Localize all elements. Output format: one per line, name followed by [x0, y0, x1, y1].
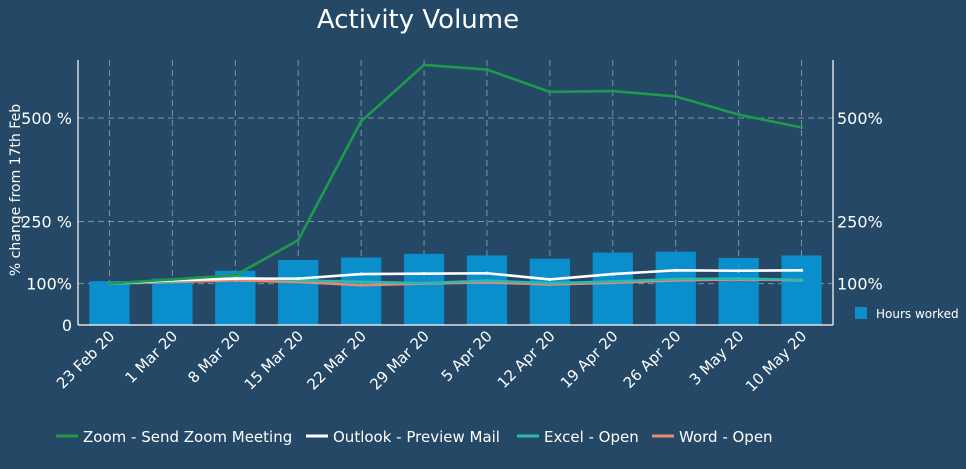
legend-swatch-hours-worked — [855, 307, 867, 319]
x-tick-label: 10 May 20 — [742, 327, 810, 395]
x-tick-label: 3 May 20 — [686, 327, 748, 389]
series-point — [359, 280, 363, 284]
bar — [718, 257, 759, 325]
series-point — [799, 268, 804, 272]
series-line — [109, 63, 802, 285]
legend-series-label: Excel - Open — [544, 428, 639, 446]
tick-labels: 0 100% 250 % 500 % 100% 250% 500% 23 Feb 20 1 Ma… — [21, 109, 883, 396]
legend-series-label: Zoom - Send Zoom Meeting — [83, 428, 292, 446]
series-line — [109, 269, 802, 285]
x-tick-label: 12 Apr 20 — [494, 327, 559, 392]
series-point — [422, 272, 426, 276]
y-axis-label: % change from 17th Feb — [8, 104, 24, 276]
x-tick-label: 1 Mar 20 — [121, 327, 181, 387]
bar — [278, 259, 319, 325]
series-point — [233, 277, 237, 281]
bar — [89, 281, 130, 325]
series-point — [485, 279, 489, 283]
series-point — [485, 271, 489, 275]
x-tick-label: 26 Apr 20 — [620, 327, 685, 392]
x-tick-label: 5 Apr 20 — [438, 327, 496, 385]
right-tick-label: 100% — [837, 275, 883, 294]
bar — [529, 258, 571, 325]
series-point — [548, 90, 552, 94]
legend: Hours worked Zoom - Send Zoom Meeting Outl… — [56, 307, 959, 446]
series-point — [170, 277, 174, 282]
series-point — [485, 67, 489, 72]
series-point — [799, 278, 804, 282]
x-tick-label: 23 Feb 20 — [53, 327, 118, 392]
bar — [152, 278, 193, 325]
bar — [781, 255, 822, 325]
legend-label-hours-worked: Hours worked — [876, 307, 959, 321]
legend-series-label: Word - Open — [679, 428, 773, 446]
x-tick-label: 22 Mar 20 — [303, 327, 369, 393]
series-point — [422, 281, 426, 285]
series-point — [674, 94, 678, 99]
x-tick-label: 8 Mar 20 — [184, 327, 244, 387]
series-point — [737, 277, 741, 281]
grid — [78, 60, 833, 325]
series-point — [799, 125, 804, 130]
line-series — [107, 63, 804, 287]
series-point — [296, 277, 300, 281]
bar — [655, 251, 696, 325]
left-tick-label: 500 % — [21, 109, 72, 128]
series-point — [296, 238, 300, 242]
axes — [77, 60, 834, 326]
x-tick-label: 29 Mar 20 — [366, 327, 432, 393]
series-point — [737, 113, 741, 117]
series-point — [737, 269, 741, 273]
series-point — [674, 268, 678, 272]
bar — [466, 255, 508, 325]
series-point — [548, 281, 552, 285]
left-tick-label: 0 — [62, 316, 72, 335]
chart-title: Activity Volume — [317, 5, 519, 35]
left-tick-label: 250 % — [21, 212, 72, 231]
legend-series-label: Outlook - Preview Mail — [333, 428, 500, 446]
left-tick-label: 100% — [26, 275, 72, 294]
right-tick-label: 500% — [837, 109, 883, 128]
bar — [592, 252, 633, 325]
series-point — [548, 277, 552, 282]
series-point — [359, 283, 363, 287]
series-point — [359, 119, 363, 123]
series-point — [359, 272, 363, 276]
bar-series — [89, 251, 822, 325]
right-tick-label: 250% — [837, 212, 883, 231]
x-tick-label: 19 Apr 20 — [557, 327, 622, 392]
series-point — [611, 272, 615, 276]
series-point — [611, 279, 615, 284]
series-point — [233, 273, 237, 277]
x-tick-label: 15 Mar 20 — [241, 327, 307, 393]
series-point — [107, 281, 112, 286]
series-point — [611, 89, 615, 93]
bar — [403, 253, 445, 325]
series-point — [422, 63, 426, 67]
series-point — [674, 277, 678, 281]
bar — [340, 257, 382, 325]
